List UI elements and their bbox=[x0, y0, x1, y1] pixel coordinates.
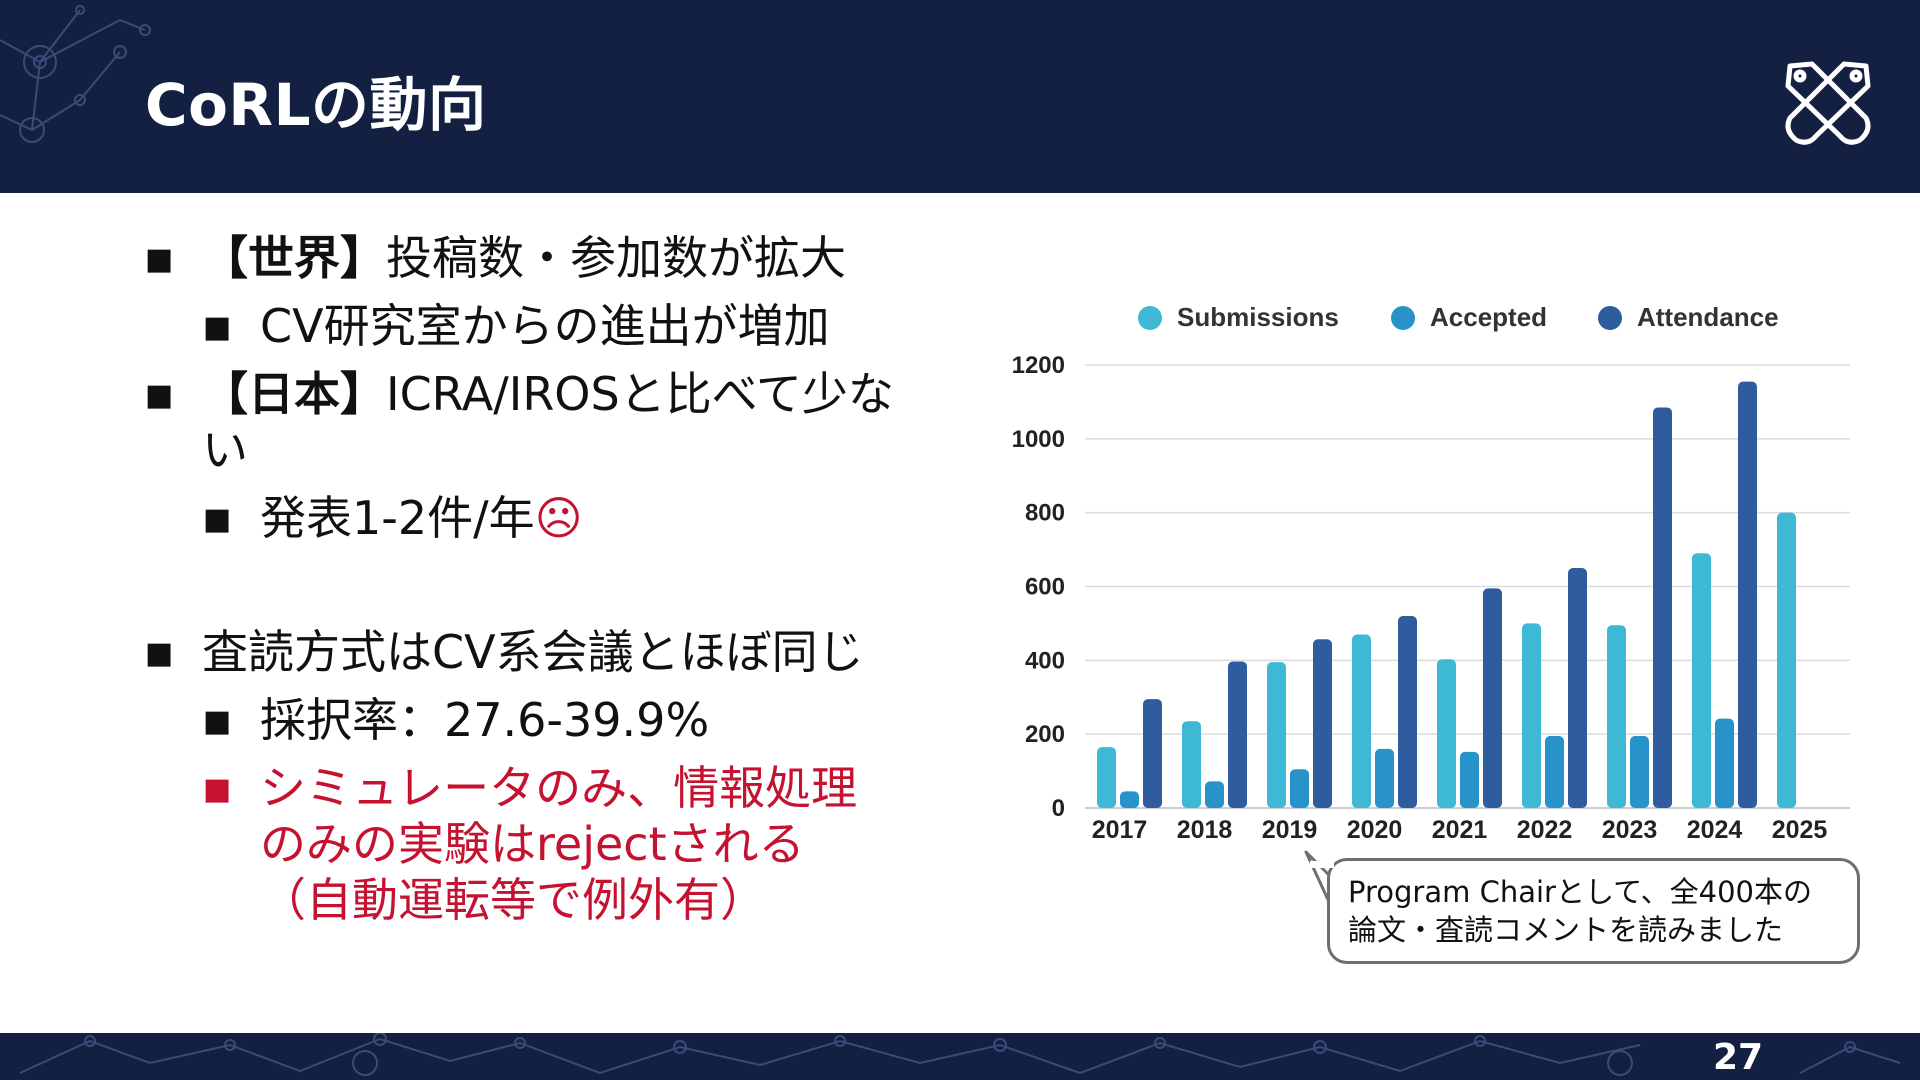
square-bullet-icon: ■ bbox=[203, 772, 232, 807]
y-tick-label: 0 bbox=[1052, 795, 1065, 822]
sad-face-icon: ☹ bbox=[534, 491, 583, 545]
bar-attendance-2024 bbox=[1738, 381, 1757, 808]
square-bullet-icon: ■ bbox=[203, 310, 232, 345]
bar-attendance-2017 bbox=[1143, 699, 1162, 808]
corl-stats-bar-chart: 0 200 400 600 800 1000 1200 2017 2018 2019 2020 202… bbox=[1012, 302, 1850, 844]
y-tick-label: 400 bbox=[1025, 647, 1065, 674]
bar-submissions-2019 bbox=[1267, 662, 1286, 808]
bar-attendance-2021 bbox=[1483, 588, 1502, 808]
x-tick-label: 2018 bbox=[1177, 816, 1233, 844]
bar-submissions-2017 bbox=[1097, 747, 1116, 808]
y-tick-label: 1200 bbox=[1012, 352, 1065, 379]
header-bar: CoRLの動向 bbox=[0, 0, 1920, 193]
y-tick-label: 800 bbox=[1025, 500, 1065, 527]
bullet-list: ■ 【世界】投稿数・参加数が拡大 ■ CV研究室からの進出が増加 ■ 【日本】ICRA… bbox=[145, 230, 945, 928]
y-tick-label: 600 bbox=[1025, 574, 1065, 601]
bullet-review-method: ■ 査読方式はCV系会議とほぼ同じ bbox=[145, 624, 945, 680]
legend-marker-submissions bbox=[1138, 306, 1162, 330]
program-chair-callout: Program Chairとして、全400本の 論文・査読コメントを読みました bbox=[1327, 858, 1860, 964]
bar-submissions-2024 bbox=[1692, 553, 1711, 808]
bar-accepted-2021 bbox=[1460, 751, 1479, 808]
x-tick-label: 2025 bbox=[1772, 816, 1828, 844]
legend-label-attendance: Attendance bbox=[1637, 302, 1779, 332]
legend-marker-accepted bbox=[1391, 306, 1415, 330]
callout-tail-joint bbox=[1310, 861, 1334, 868]
y-tick-label: 200 bbox=[1025, 721, 1065, 748]
square-bullet-icon: ■ bbox=[145, 636, 174, 671]
legend-label-accepted: Accepted bbox=[1430, 302, 1547, 332]
callout-line-2: 論文・査読コメントを読みました bbox=[1348, 913, 1784, 947]
bar-attendance-2020 bbox=[1398, 616, 1417, 808]
bar-accepted-2017 bbox=[1120, 791, 1139, 808]
square-bullet-icon: ■ bbox=[203, 502, 232, 537]
callout-line-1: Program Chairとして、全400本の bbox=[1348, 875, 1812, 909]
x-tick-label: 2024 bbox=[1687, 816, 1743, 844]
bar-accepted-2023 bbox=[1630, 736, 1649, 808]
bar-attendance-2022 bbox=[1568, 568, 1587, 808]
x-tick-label: 2021 bbox=[1432, 816, 1488, 844]
legend-label-submissions: Submissions bbox=[1177, 302, 1339, 332]
square-bullet-icon: ■ bbox=[145, 242, 174, 277]
bar-accepted-2018 bbox=[1205, 781, 1224, 808]
bar-accepted-2024 bbox=[1715, 718, 1734, 808]
bar-attendance-2023 bbox=[1653, 407, 1672, 808]
bullet-simulator-reject: ■ シミュレータのみ、情報処理のみの実験はrejectされる（自動運転等で例外有） bbox=[203, 761, 858, 927]
bar-accepted-2020 bbox=[1375, 748, 1394, 808]
bullet-acceptance-rate: ■ 採択率：27.6-39.9% bbox=[145, 692, 945, 748]
network-decoration-icon bbox=[19, 1033, 1901, 1076]
bar-attendance-2019 bbox=[1313, 639, 1332, 808]
bar-submissions-2021 bbox=[1437, 659, 1456, 808]
bar-accepted-2019 bbox=[1290, 769, 1309, 808]
bullet-world: ■ 【世界】投稿数・参加数が拡大 bbox=[145, 230, 945, 286]
bar-submissions-2023 bbox=[1607, 625, 1626, 808]
square-bullet-icon: ■ bbox=[203, 704, 232, 739]
network-decoration-icon bbox=[0, 5, 151, 143]
crossed-tools-logo-icon bbox=[1785, 61, 1871, 145]
bullet-japan: ■ 【日本】ICRA/IROSと比べて少ない bbox=[145, 367, 894, 477]
x-tick-label: 2020 bbox=[1347, 816, 1403, 844]
square-bullet-icon: ■ bbox=[145, 378, 174, 413]
bar-accepted-2022 bbox=[1545, 736, 1564, 808]
page-title: CoRLの動向 bbox=[145, 71, 487, 139]
bullet-presentations: ■ 発表1-2件/年☹ bbox=[145, 490, 945, 546]
x-tick-label: 2022 bbox=[1517, 816, 1573, 844]
x-tick-label: 2019 bbox=[1262, 816, 1318, 844]
legend-marker-attendance bbox=[1598, 306, 1622, 330]
bar-submissions-2022 bbox=[1522, 623, 1541, 808]
bar-submissions-2020 bbox=[1352, 634, 1371, 808]
y-tick-label: 1000 bbox=[1012, 426, 1065, 453]
page-number: 27 bbox=[1712, 1037, 1764, 1078]
x-tick-label: 2017 bbox=[1092, 816, 1148, 844]
bar-submissions-2018 bbox=[1182, 721, 1201, 808]
x-tick-label: 2023 bbox=[1602, 816, 1658, 844]
footer-bar bbox=[0, 1033, 1920, 1080]
bar-submissions-2025 bbox=[1777, 512, 1796, 808]
bullet-cv-labs: ■ CV研究室からの進出が増加 bbox=[145, 298, 945, 354]
bar-attendance-2018 bbox=[1228, 661, 1247, 808]
